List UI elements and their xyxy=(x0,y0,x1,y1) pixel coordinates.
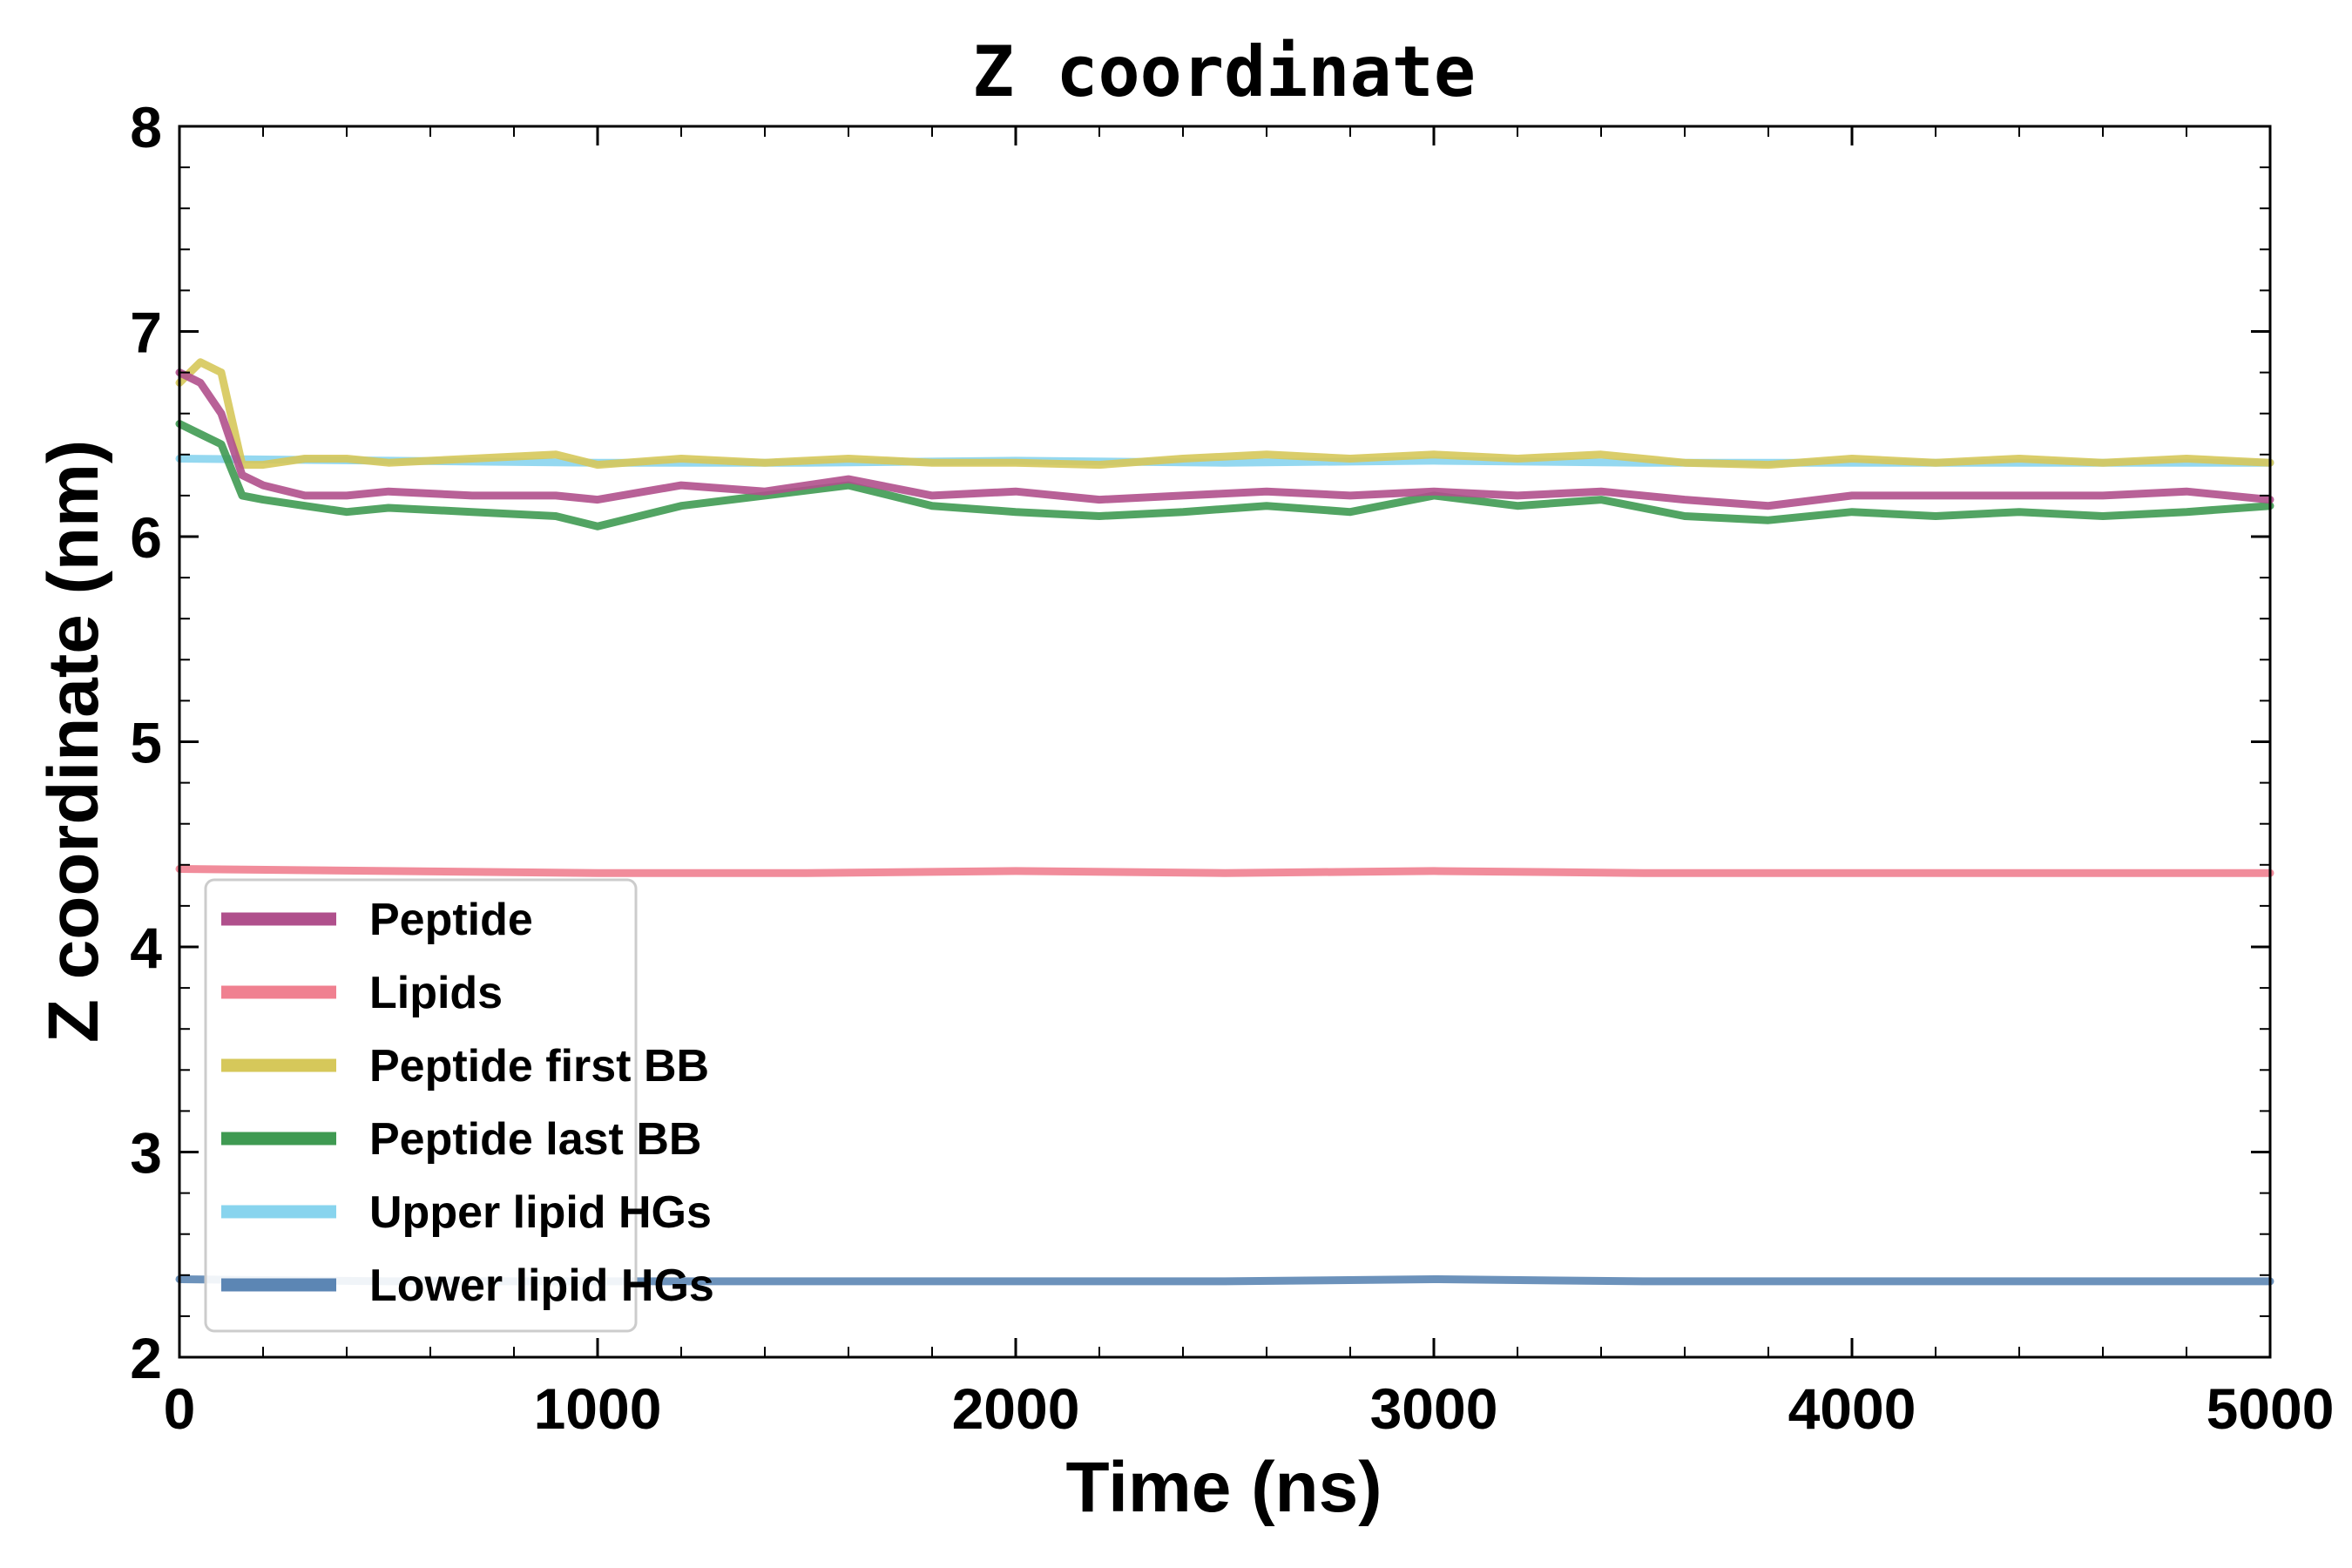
legend-label-1: Peptide xyxy=(369,895,533,945)
legend-label-6: Lower lipid HGs xyxy=(369,1260,714,1311)
legend: Peptide Lipids Peptide first BB Peptide las… xyxy=(204,878,714,1333)
legend-label-4: Peptide last BB xyxy=(369,1114,701,1165)
x-tick-label: 5000 xyxy=(2207,1376,2335,1441)
series-layer xyxy=(175,358,2274,1286)
ticks-layer: 0 1000 2000 3000 4000 5000 2 3 4 5 6 7 8 xyxy=(130,95,2334,1441)
legend-items: Peptide Lipids Peptide first BB Peptide las… xyxy=(221,895,714,1311)
x-axis-label: Time (ns) xyxy=(1066,1448,1382,1527)
legend-label-2: Lipids xyxy=(369,968,503,1018)
y-tick-label: 6 xyxy=(130,505,162,570)
legend-label-5: Upper lipid HGs xyxy=(369,1187,712,1238)
y-tick-label: 3 xyxy=(130,1121,162,1186)
series-line-2 xyxy=(175,865,2274,877)
x-tick-label: 4000 xyxy=(1788,1376,1916,1441)
y-tick-label: 8 xyxy=(130,95,162,159)
x-tick-label: 1000 xyxy=(534,1376,662,1441)
y-tick-label: 7 xyxy=(130,301,162,365)
x-tick-label: 3000 xyxy=(1370,1376,1498,1441)
y-tick-label: 4 xyxy=(130,916,162,980)
x-tick-label: 2000 xyxy=(952,1376,1080,1441)
series-line-1 xyxy=(175,368,2274,510)
y-axis-label: Z coordinate (nm) xyxy=(34,440,113,1043)
series-line-4 xyxy=(175,420,2274,531)
y-tick-label: 5 xyxy=(130,711,162,775)
x-tick-label: 0 xyxy=(164,1376,196,1441)
chart-title: Z coordinate xyxy=(972,31,1476,112)
series-line-3 xyxy=(175,358,2274,470)
y-tick-label: 2 xyxy=(130,1326,162,1390)
legend-label-3: Peptide first BB xyxy=(369,1041,709,1092)
